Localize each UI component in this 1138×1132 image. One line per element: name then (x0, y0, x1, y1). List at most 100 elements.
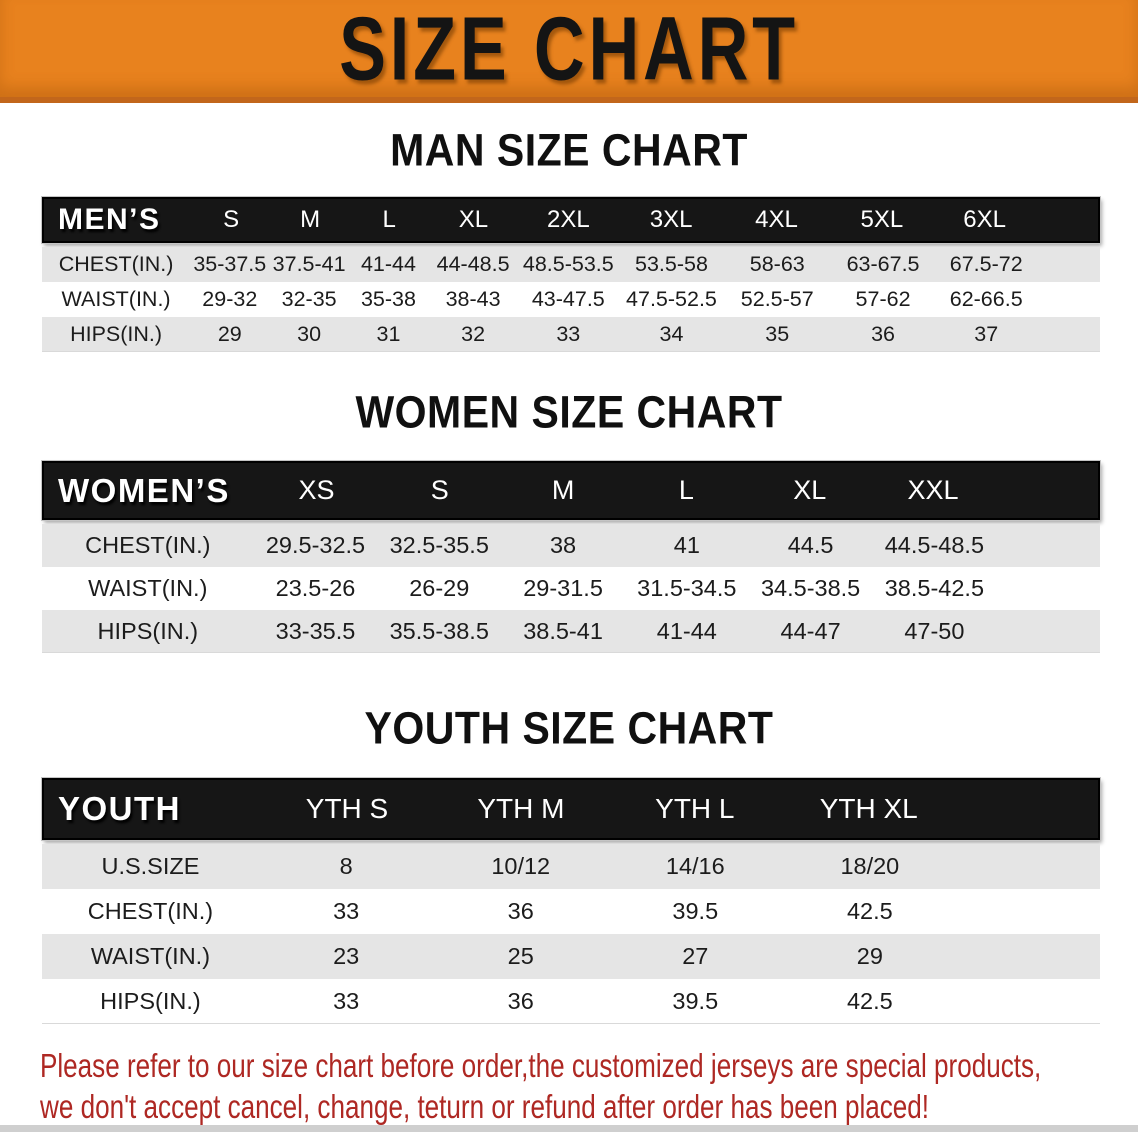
size-value: 41-44 (656, 617, 717, 644)
size-column-header: YTH L (655, 793, 735, 824)
size-value: 38-43 (445, 287, 501, 311)
size-value: 37 (974, 321, 999, 346)
table-header-row: MEN’S S M L XL 2XL 3XL 4XL 5XL 6XL (42, 197, 1100, 243)
size-value: 41-44 (360, 252, 416, 276)
table-row: WAIST(IN.) 23 25 27 29 (42, 934, 1100, 979)
disclaimer-line-2: we don't accept cancel, change, teturn o… (40, 1087, 930, 1125)
table-header-row: WOMEN’S XS S M L XL XXL (42, 461, 1100, 520)
size-column-header: YTH S (305, 793, 389, 824)
size-value: 31.5-34.5 (637, 575, 737, 601)
table-body: CHEST(IN.) 29.5-32.5 32.5-35.5 38 41 44.5 44.5… (42, 524, 1100, 653)
disclaimer-text: Please refer to our size chart before or… (40, 1046, 1138, 1127)
women-size-table: WOMEN’S XS S M L XL XXL CHEST(IN.) 29.5-32.5 32.5… (42, 461, 1100, 653)
size-chart-banner: SIZE CHART (0, 0, 1138, 103)
table-row: CHEST(IN.) 33 36 39.5 42.5 (42, 889, 1100, 934)
size-column-header: M (300, 206, 321, 233)
table-body: U.S.SIZE 8 10/12 14/16 18/20 CHEST(IN.) 33 36 39… (42, 844, 1100, 1024)
size-column-header: XL (793, 475, 827, 505)
size-value: 35 (765, 321, 790, 346)
size-value: 23.5-26 (275, 575, 356, 601)
size-value: 38.5-41 (523, 617, 603, 644)
size-value: 33 (556, 321, 581, 346)
size-value: 36 (871, 321, 896, 346)
measurement-row-label: HIPS(IN.) (70, 321, 163, 346)
size-value: 38 (549, 532, 577, 558)
size-value: 37.5-41 (272, 252, 346, 276)
size-column-header: M (551, 475, 575, 505)
measurement-row-label: CHEST(IN.) (87, 898, 214, 924)
size-value: 29 (856, 943, 883, 969)
table-row: HIPS(IN.) 33 36 39.5 42.5 (42, 979, 1100, 1024)
size-value: 30 (297, 321, 322, 346)
size-value: 44.5 (787, 532, 834, 558)
size-value: 29 (217, 321, 242, 346)
size-value: 42.5 (846, 987, 893, 1014)
size-value: 34.5-38.5 (760, 575, 861, 601)
bottom-edge-strip (0, 1125, 1138, 1132)
table-group-label: WOMEN’S (58, 471, 230, 509)
size-value: 33-35.5 (275, 617, 356, 644)
table-header-row: YOUTH YTH S YTH M YTH L YTH XL (42, 778, 1100, 840)
size-column-header: 4XL (755, 206, 798, 233)
size-value: 29-32 (202, 287, 258, 311)
size-value: 47-50 (904, 617, 965, 644)
size-value: 38.5-42.5 (884, 575, 985, 601)
size-value: 33 (333, 987, 360, 1014)
size-value: 32.5-35.5 (389, 532, 489, 558)
size-value: 36 (507, 898, 534, 924)
table-body: CHEST(IN.) 35-37.5 37.5-41 41-44 44-48.5 48.5… (42, 247, 1100, 352)
size-value: 43-47.5 (531, 287, 605, 311)
measurement-row-label: HIPS(IN.) (100, 987, 201, 1014)
table-group-label: YOUTH (58, 790, 181, 827)
size-value: 52.5-57 (740, 287, 814, 311)
size-column-header: L (382, 206, 396, 233)
size-value: 53.5-58 (635, 252, 708, 276)
table-row: WAIST(IN.) 23.5-26 26-29 29-31.5 31.5-34.5 34… (42, 567, 1100, 610)
size-value: 35-38 (360, 287, 416, 311)
measurement-row-label: WAIST(IN.) (90, 943, 211, 969)
size-value: 29.5-32.5 (265, 532, 366, 558)
youth-section-heading: YOUTH SIZE CHART (364, 702, 774, 754)
table-row: U.S.SIZE 8 10/12 14/16 18/20 (42, 844, 1100, 889)
banner-title: SIZE CHART (339, 0, 799, 100)
size-column-header: XS (298, 475, 335, 505)
disclaimer-line-1: Please refer to our size chart before or… (40, 1047, 1042, 1084)
size-column-header: XXL (907, 475, 959, 505)
size-column-header: 6XL (963, 206, 1006, 233)
table-group-label: MEN’S (58, 203, 161, 236)
size-value: 33 (333, 898, 360, 924)
size-value: 47.5-52.5 (626, 287, 717, 311)
table-row: CHEST(IN.) 35-37.5 37.5-41 41-44 44-48.5 48.5… (42, 247, 1100, 282)
size-value: 14/16 (665, 853, 725, 879)
size-column-header: YTH XL (819, 793, 918, 824)
size-column-header: 2XL (546, 206, 590, 233)
men-size-table: MEN’S S M L XL 2XL 3XL 4XL 5XL 6XL CHEST(IN.) 35-37… (42, 197, 1100, 352)
table-row: HIPS(IN.) 33-35.5 35.5-38.5 38.5-41 41-44 44-… (42, 610, 1100, 653)
measurement-row-label: WAIST(IN.) (61, 287, 171, 311)
size-column-header: XL (458, 206, 489, 233)
size-value: 44-48.5 (436, 252, 510, 276)
size-value: 44.5-48.5 (884, 532, 985, 558)
size-value: 23 (333, 943, 360, 969)
table-row: HIPS(IN.) 29 30 31 32 33 34 35 36 37 (42, 317, 1100, 352)
size-value: 27 (682, 943, 709, 969)
size-value: 36 (507, 987, 534, 1014)
size-value: 34 (659, 321, 684, 346)
size-value: 67.5-72 (949, 252, 1023, 276)
measurement-row-label: CHEST(IN.) (85, 532, 211, 558)
size-value: 25 (507, 943, 534, 969)
size-value: 35-37.5 (193, 252, 267, 276)
size-value: 26-29 (409, 575, 470, 601)
size-column-header: 3XL (649, 206, 693, 233)
size-value: 35.5-38.5 (389, 617, 489, 644)
measurement-row-label: HIPS(IN.) (97, 617, 199, 644)
size-value: 48.5-53.5 (522, 252, 614, 276)
youth-size-table: YOUTH YTH S YTH M YTH L YTH XL U.S.SIZE 8 10/12… (42, 778, 1100, 1024)
size-column-header: YTH M (477, 793, 565, 824)
size-value: 39.5 (672, 898, 719, 924)
men-section-heading: MAN SIZE CHART (390, 124, 748, 176)
size-column-header: 5XL (860, 206, 904, 233)
size-value: 10/12 (491, 853, 551, 879)
size-value: 39.5 (672, 987, 719, 1014)
size-value: 62-66.5 (949, 287, 1023, 311)
